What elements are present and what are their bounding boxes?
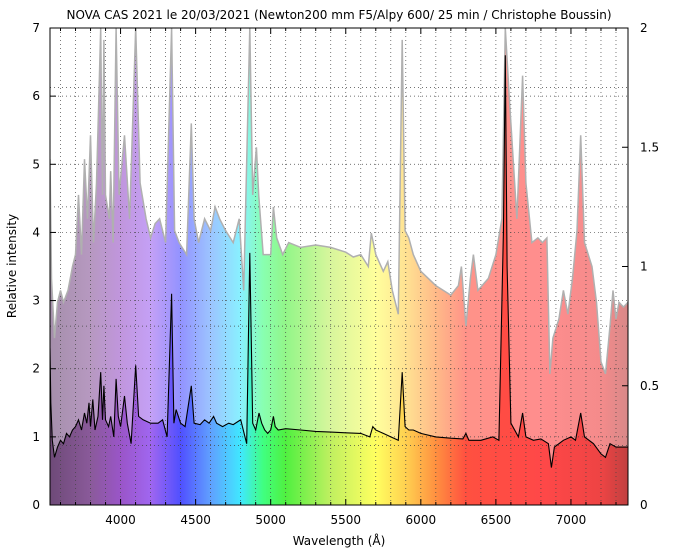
x-axis-label: Wavelength (Å) [293,533,386,548]
svg-text:5: 5 [32,157,40,171]
x-axis-tick-labels: 4000 4500 5000 5500 6000 6500 7000 [105,513,586,527]
y2-axis-tick-labels: 0 0.5 1 1.5 2 [640,21,659,512]
left-axis-spectrum-line [50,55,628,468]
y-axis-tick-labels: 0 1 2 3 4 5 6 7 [32,21,40,512]
svg-text:2: 2 [32,362,40,376]
svg-text:3: 3 [32,294,40,308]
svg-text:2: 2 [640,21,648,35]
svg-text:4: 4 [32,225,40,239]
svg-text:6500: 6500 [481,513,512,527]
plot-area [50,28,628,505]
right-axis-spectrum-outline [50,28,628,375]
svg-text:5500: 5500 [330,513,361,527]
y-axis-label: Relative intensity [5,214,19,318]
svg-text:6000: 6000 [406,513,437,527]
axis-ticks [50,27,628,506]
chart-title: NOVA CAS 2021 le 20/03/2021 (Newton200 m… [66,8,611,22]
svg-text:5000: 5000 [255,513,286,527]
horizontal-gridlines [50,28,628,505]
svg-text:0.5: 0.5 [640,379,659,393]
svg-text:1.5: 1.5 [640,140,659,154]
svg-text:0: 0 [32,498,40,512]
svg-text:7: 7 [32,21,40,35]
svg-text:1: 1 [32,430,40,444]
svg-text:6: 6 [32,89,40,103]
svg-text:4500: 4500 [180,513,211,527]
svg-text:7000: 7000 [556,513,587,527]
svg-text:0: 0 [640,498,648,512]
svg-text:4000: 4000 [105,513,136,527]
svg-text:1: 1 [640,260,648,274]
